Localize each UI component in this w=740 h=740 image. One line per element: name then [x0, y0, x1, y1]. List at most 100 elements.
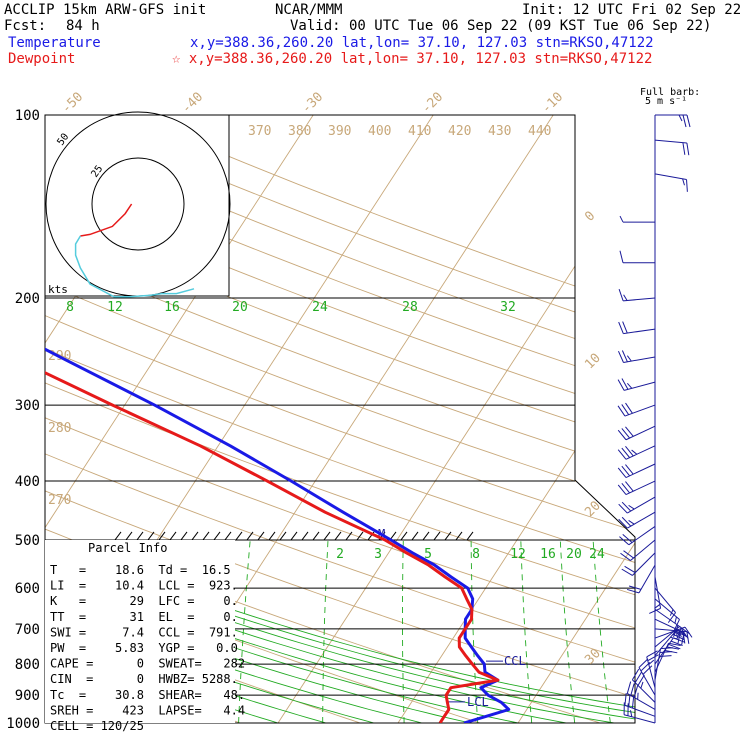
lcl-label: LCL: [467, 695, 489, 709]
wind-barb: [619, 250, 655, 264]
wind-barb: [620, 539, 656, 561]
wind-barb-flag: [625, 426, 634, 437]
wind-barb-flag: [649, 607, 661, 614]
wind-barb: [617, 378, 656, 391]
wind-barb-flag: [674, 616, 677, 624]
wind-barb-flag: [628, 694, 631, 707]
wind-barb: [621, 552, 656, 576]
wind-barb: [626, 681, 656, 710]
mixing-ratio-label: 5: [424, 547, 432, 562]
parcel-info-row: PW = 5.83 YGP = 0.0: [50, 641, 238, 655]
freezing-hatch: [444, 531, 452, 541]
mixing-ratio-line: [322, 539, 329, 723]
theta-label: 410: [408, 124, 431, 139]
wind-barb: [618, 321, 656, 335]
pressure-label: 1000: [6, 716, 40, 732]
dry-adiabat-line: [45, 115, 635, 723]
wind-barb: [655, 114, 691, 128]
wind-barb-flag: [617, 351, 624, 363]
wind-barb: [654, 618, 685, 645]
wind-barb-flag: [622, 534, 633, 543]
chart-header: ACCLIP 15km ARW-GFS init NCAR/MMM Init: …: [4, 2, 740, 67]
parcel-info-row: Tc = 30.8 SHEAR= 48.: [50, 688, 245, 702]
parcel-info-row: T = 18.6 Td = 16.5: [50, 563, 231, 577]
barb-legend-line2: 5 m s⁻¹: [645, 96, 687, 107]
wind-barb-flag: [669, 609, 674, 616]
moist-adiabat-line: [45, 297, 423, 723]
freezing-hatch: [323, 531, 331, 541]
dewpoint-location: ☆ x,y=388.36,260.20 lat,lon= 37.10, 127.…: [172, 51, 652, 67]
parcel-info-row: K = 29 LFC = 0.: [50, 594, 238, 608]
wind-barb: [617, 350, 656, 363]
parcel-info-row: TT = 31 EL = 0.: [50, 610, 238, 624]
wind-barb-flag: [626, 382, 633, 389]
mixing-ratio-label: 3: [374, 547, 382, 562]
dry-adiabat-line: [45, 115, 635, 723]
wind-barb-flag: [617, 484, 627, 495]
forecast-label: Fcst:: [4, 18, 46, 34]
wind-barb-flag: [619, 250, 624, 263]
mixing-ratio-label: 24: [589, 547, 605, 562]
wind-barb-flag: [634, 671, 642, 683]
mixing-ratio-line: [0, 540, 7, 723]
wind-barb-flag: [631, 668, 640, 681]
theta-label: 390: [328, 124, 351, 139]
pressure-label: 500: [15, 533, 40, 549]
theta-label: 400: [368, 124, 391, 139]
dewpoint-legend: Dewpoint: [8, 51, 75, 67]
wind-barb-flag: [621, 465, 631, 477]
freezing-hatch: [411, 531, 419, 541]
barb-legend-line1: Full barb:: [640, 87, 700, 98]
mixing-ratio-label: 20: [566, 547, 582, 562]
moist-adiabat-label: 28: [402, 300, 418, 315]
freezing-hatch: [191, 531, 199, 541]
wind-barb-staff: [625, 463, 656, 478]
wind-barb-flag: [623, 550, 634, 559]
freezing-hatch: [334, 531, 342, 541]
wind-barb-flag: [624, 693, 627, 706]
parcel-info-row: CAPE = 0 SWEAT= 282: [50, 657, 245, 671]
dry-adiabat-line: [45, 115, 635, 723]
isotherm-label: -20: [419, 89, 446, 116]
valid-time: Valid: 00 UTC Tue 06 Sep 22 (09 KST Tue …: [290, 18, 711, 34]
wind-barb: [624, 693, 656, 717]
wind-barb-flag: [626, 355, 632, 362]
wind-barb-flag: [617, 467, 627, 478]
mixing-ratio-line: [402, 539, 405, 723]
wind-barb-flag: [670, 640, 683, 647]
wind-barb-flag: [620, 552, 631, 561]
moist-adiabat-label: 20: [232, 300, 248, 315]
wind-barb-flag: [628, 520, 635, 525]
wind-barb: [619, 526, 656, 546]
model-title: ACCLIP 15km ARW-GFS init: [4, 2, 206, 18]
isotherm-label: 0: [582, 209, 598, 225]
wind-barb-flag: [682, 631, 686, 644]
moist-adiabat-label: 8: [66, 300, 74, 315]
wind-barb-flag: [677, 630, 681, 644]
wind-barb: [617, 463, 656, 478]
wind-barb-flag: [642, 665, 653, 675]
wind-barb-flag: [682, 178, 685, 186]
wind-barb-flag: [622, 321, 628, 334]
mixing-ratio-label: 2: [336, 547, 344, 562]
wind-barb-staff: [623, 381, 656, 391]
wind-barb-staff: [654, 626, 686, 639]
wind-barb: [654, 598, 680, 631]
wind-barb-staff: [632, 552, 656, 576]
wind-barb: [626, 564, 656, 594]
wind-barb-flag: [618, 503, 628, 514]
wind-barb-staff: [654, 587, 676, 613]
mixing-ratio-line: [470, 539, 479, 723]
temperature-legend: Temperature: [8, 35, 101, 51]
parcel-info-row: CELL = 120/25: [50, 719, 144, 733]
parcel-info-title: Parcel Info: [88, 541, 167, 555]
pressure-label: 700: [15, 622, 40, 638]
wind-barb-staff: [623, 714, 656, 724]
wind-barb-flag: [666, 646, 680, 650]
wind-barb-staff: [654, 630, 676, 657]
freezing-hatch: [114, 531, 122, 541]
freezing-hatch: [422, 531, 430, 541]
org-label: NCAR/MMM: [275, 2, 342, 18]
